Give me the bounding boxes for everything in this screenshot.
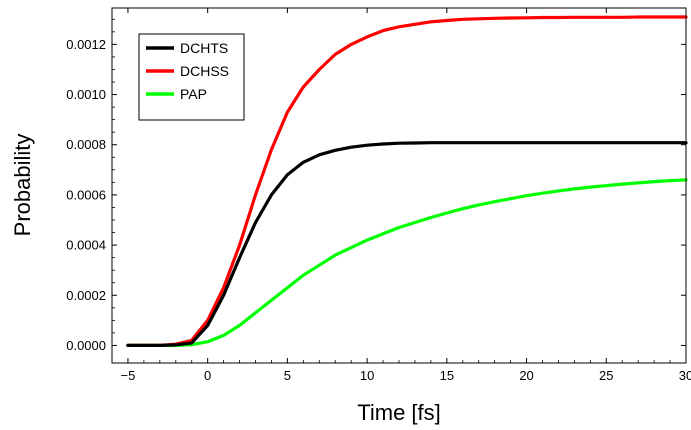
y-tick-label: 0.0004 (66, 238, 106, 253)
x-axis-label: Time [fs] (357, 400, 441, 425)
x-tick-label: 15 (440, 368, 454, 383)
x-tick-label: 25 (599, 368, 613, 383)
series-line-dchss (126, 15, 688, 347)
x-tick-label: −5 (121, 368, 136, 383)
legend: DCHTS DCHSS PAP (138, 33, 245, 121)
y-tick-label: 0.0012 (66, 37, 106, 52)
x-tick-label: 5 (284, 368, 291, 383)
legend-label-dchts: DCHTS (180, 40, 228, 56)
y-axis: 0.0000 0.0002 0.0004 0.0006 0.0008 0.0010 0.00… (66, 18, 686, 353)
y-tick-label: 0.0002 (66, 288, 106, 303)
y-tick-label: 0.0010 (66, 87, 106, 102)
x-tick-label: 10 (360, 368, 374, 383)
series-layer (126, 15, 688, 347)
x-tick-label: 30 (679, 368, 691, 383)
series-line-pap (126, 178, 688, 347)
y-tick-label: 0.0006 (66, 187, 106, 202)
x-tick-label: 0 (204, 368, 211, 383)
legend-label-pap: PAP (180, 86, 207, 102)
legend-label-dchss: DCHSS (180, 63, 229, 79)
series-line-dchts (126, 141, 688, 347)
y-tick-label: 0.0000 (66, 338, 106, 353)
y-axis-label: Probability (10, 134, 35, 237)
y-tick-label: 0.0008 (66, 137, 106, 152)
x-tick-label: 20 (519, 368, 533, 383)
x-axis: −5 0 5 10 15 20 25 30 (121, 8, 691, 383)
